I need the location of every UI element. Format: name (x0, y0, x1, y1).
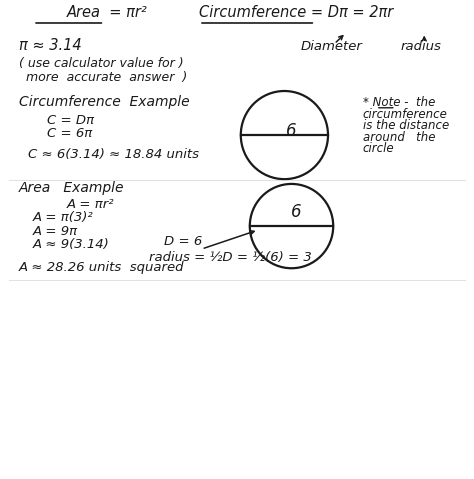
Text: radius: radius (401, 40, 441, 53)
Text: Area  = πr²: Area = πr² (66, 5, 147, 20)
Text: ( use calculator value for ): ( use calculator value for ) (19, 57, 183, 70)
Text: circle: circle (363, 142, 394, 155)
Text: radius = ½D = ½(6) = 3: radius = ½D = ½(6) = 3 (149, 251, 312, 264)
Text: around   the: around the (363, 131, 435, 144)
Text: * Note -  the: * Note - the (363, 96, 435, 109)
Text: D = 6: D = 6 (164, 235, 202, 248)
Text: more  accurate  answer  ): more accurate answer ) (26, 71, 187, 84)
Text: C = Dπ: C = Dπ (47, 114, 94, 126)
Text: Area   Example: Area Example (19, 181, 125, 194)
Text: C ≈ 6(3.14) ≈ 18.84 units: C ≈ 6(3.14) ≈ 18.84 units (28, 148, 200, 161)
Text: A = π(3)²: A = π(3)² (33, 211, 94, 224)
Text: 6: 6 (291, 203, 301, 221)
Text: Circumference  Example: Circumference Example (19, 95, 190, 109)
Text: A = πr²: A = πr² (66, 198, 114, 211)
Text: π ≈ 3.14: π ≈ 3.14 (19, 38, 82, 53)
Text: C = 6π: C = 6π (47, 127, 92, 140)
Text: 6: 6 (286, 122, 297, 140)
Text: A ≈ 9(3.14): A ≈ 9(3.14) (33, 238, 110, 251)
Text: circumference: circumference (363, 108, 447, 121)
Text: A ≈ 28.26 units  squared: A ≈ 28.26 units squared (19, 261, 184, 274)
Text: Diameter: Diameter (301, 40, 363, 53)
Text: Circumference = Dπ = 2πr: Circumference = Dπ = 2πr (199, 5, 393, 20)
Text: is the distance: is the distance (363, 119, 449, 132)
Text: A = 9π: A = 9π (33, 225, 78, 238)
